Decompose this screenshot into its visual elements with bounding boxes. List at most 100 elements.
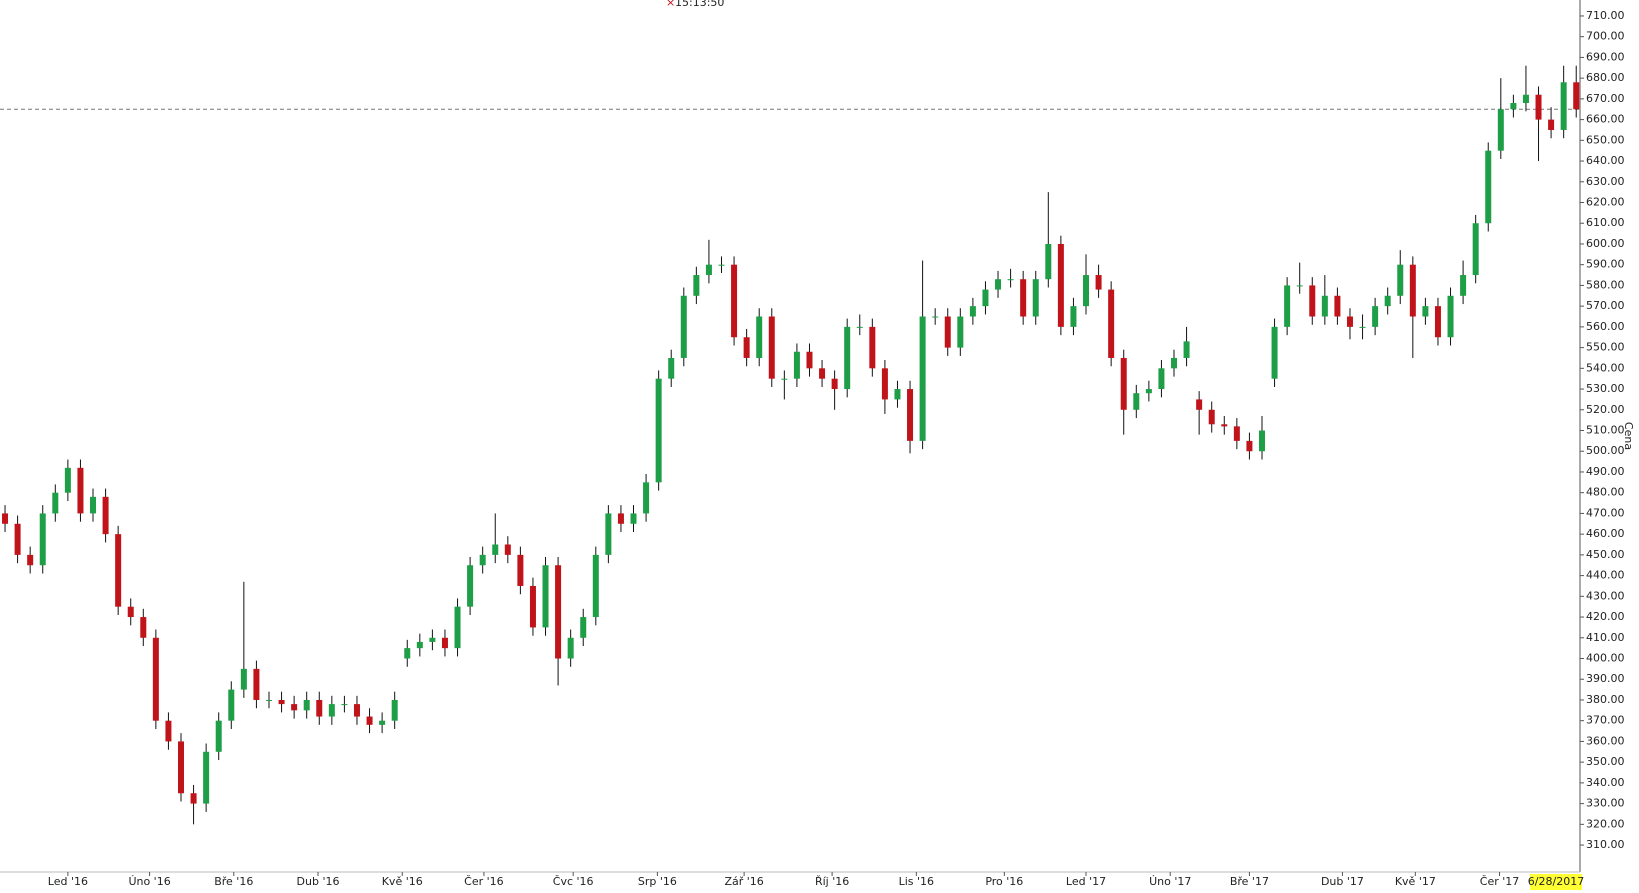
candle-body (1032, 279, 1039, 317)
candle-body (77, 467, 84, 514)
y-tick-label: 630.00 (1586, 175, 1625, 188)
candle-body (265, 699, 272, 701)
x-tick-label: Říj '16 (815, 875, 849, 888)
date-label: 6/28/2017 (1528, 875, 1584, 888)
candle-body (680, 295, 687, 358)
y-tick-label: 660.00 (1586, 113, 1625, 126)
candle-body (127, 606, 134, 618)
candle-body (492, 544, 499, 555)
y-tick-label: 320.00 (1586, 817, 1625, 830)
candle-body (592, 554, 599, 618)
candle-body (1145, 389, 1152, 394)
y-tick-label: 700.00 (1586, 30, 1625, 43)
candle-body (580, 617, 587, 638)
y-tick-label: 610.00 (1586, 216, 1625, 229)
y-tick-label: 710.00 (1586, 9, 1625, 22)
candle-body (1171, 357, 1178, 369)
candle-body (1522, 94, 1529, 104)
x-tick-label: Led '16 (48, 875, 88, 888)
candle-body (869, 326, 876, 369)
candle-body (441, 637, 448, 649)
candle-body (1208, 409, 1215, 425)
candle-body (1007, 279, 1014, 281)
candle-body (1095, 275, 1102, 290)
candle-body (1447, 295, 1454, 338)
candle-body (404, 648, 411, 659)
candle-body (894, 389, 901, 400)
candle-body (328, 704, 335, 717)
y-tick-label: 680.00 (1586, 71, 1625, 84)
candle-body (1560, 82, 1567, 130)
candle-body (1057, 243, 1064, 327)
candle-body (316, 699, 323, 717)
candle-body (1472, 223, 1479, 276)
y-tick-label: 410.00 (1586, 631, 1625, 644)
candle-body (291, 704, 298, 711)
y-tick-label: 430.00 (1586, 589, 1625, 602)
candle-body (190, 793, 197, 804)
candle-body (831, 378, 838, 390)
candle-body (1271, 326, 1278, 379)
candle-body (1346, 316, 1353, 327)
candle-body (90, 496, 97, 514)
y-tick-label: 540.00 (1586, 361, 1625, 374)
candle-body (115, 534, 122, 607)
candle-body (228, 689, 235, 721)
x-tick-label: Dub '17 (1321, 875, 1364, 888)
candle-body (1045, 243, 1052, 280)
candle-body (1510, 103, 1517, 110)
candle-body (152, 637, 159, 721)
y-tick-label: 510.00 (1586, 424, 1625, 437)
candle-body (529, 585, 536, 628)
x-tick-label: Lis '16 (899, 875, 934, 888)
x-tick-label: Srp '16 (638, 875, 677, 888)
candle-body (215, 720, 222, 752)
x-tick-label: Pro '16 (985, 875, 1023, 888)
y-tick-label: 450.00 (1586, 548, 1625, 561)
candle-body (467, 565, 474, 607)
y-tick-label: 550.00 (1586, 341, 1625, 354)
candle-body (1070, 306, 1077, 327)
candle-body (27, 554, 34, 566)
candle-body (1485, 150, 1492, 224)
x-tick-label: Bře '16 (214, 875, 253, 888)
candle-body (944, 316, 951, 348)
candle-body (1284, 285, 1291, 327)
x-tick-label: Úno '17 (1149, 875, 1191, 888)
candle-body (1372, 306, 1379, 327)
y-tick-label: 690.00 (1586, 50, 1625, 63)
candle-body (1120, 357, 1127, 410)
candle-body (542, 565, 549, 628)
candle-body (1422, 306, 1429, 317)
y-tick-label: 560.00 (1586, 320, 1625, 333)
y-tick-label: 460.00 (1586, 527, 1625, 540)
candle-body (1221, 424, 1228, 427)
x-tick-label: Čer '16 (464, 875, 504, 888)
candle-body (819, 368, 826, 379)
candle-body (1309, 285, 1316, 317)
y-tick-label: 670.00 (1586, 92, 1625, 105)
timestamp: 15:13:50 (675, 0, 724, 9)
candle-body (1434, 306, 1441, 338)
y-tick-label: 500.00 (1586, 444, 1625, 457)
x-tick-label: Kvě '17 (1395, 875, 1436, 888)
candle-body (278, 699, 285, 705)
candle-body (643, 482, 650, 514)
candle-body (416, 641, 423, 649)
candle-body (932, 316, 939, 318)
candle-body (1133, 393, 1140, 410)
y-tick-label: 590.00 (1586, 258, 1625, 271)
candle-body (806, 351, 813, 369)
y-tick-label: 330.00 (1586, 797, 1625, 810)
candle-body (1321, 295, 1328, 317)
y-tick-label: 420.00 (1586, 610, 1625, 623)
candle-body (693, 275, 700, 296)
y-tick-label: 640.00 (1586, 154, 1625, 167)
candle-body (203, 751, 210, 804)
candle-body (1548, 119, 1555, 130)
candle-body (617, 513, 624, 524)
y-tick-label: 650.00 (1586, 133, 1625, 146)
candle-body (793, 351, 800, 379)
candle-body (2, 513, 9, 524)
